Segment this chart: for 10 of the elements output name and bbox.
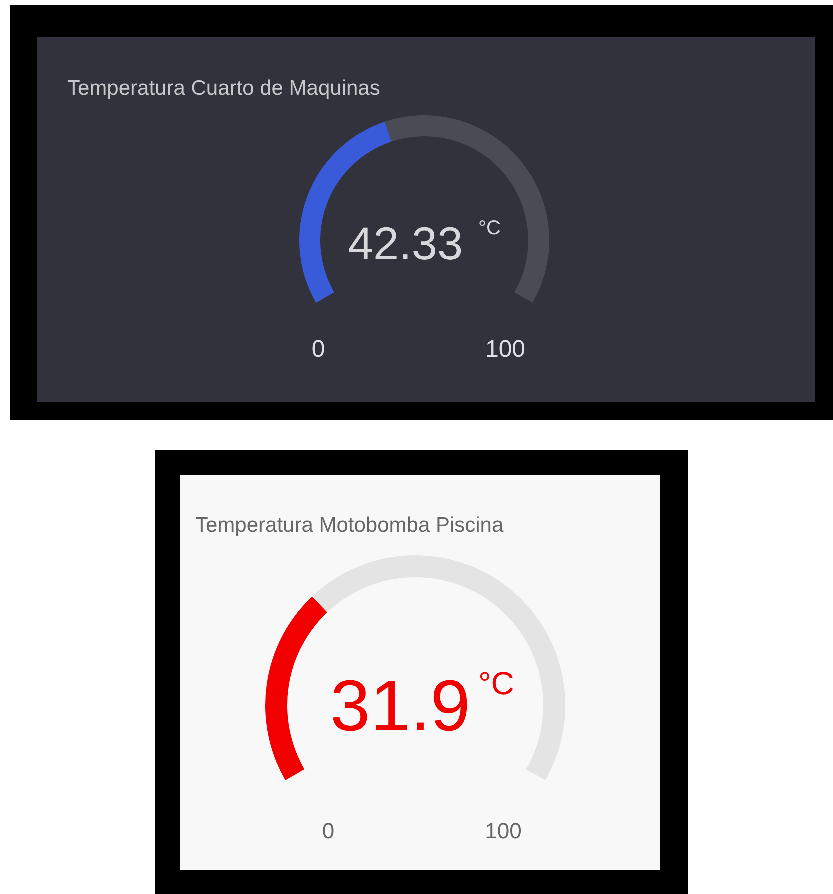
- data-label: 42.33: [348, 218, 464, 270]
- chart-title: Temperatura Cuarto de Maquinas: [68, 77, 380, 100]
- text: 0: [312, 336, 326, 363]
- text: 0: [322, 818, 335, 844]
- text: 100: [485, 336, 526, 363]
- data-label: 31.9: [330, 666, 471, 746]
- text: °C: [478, 666, 514, 702]
- text: 100: [485, 818, 522, 844]
- chart-title: Temperatura Motobomba Piscina: [196, 514, 504, 537]
- text: °C: [478, 218, 501, 240]
